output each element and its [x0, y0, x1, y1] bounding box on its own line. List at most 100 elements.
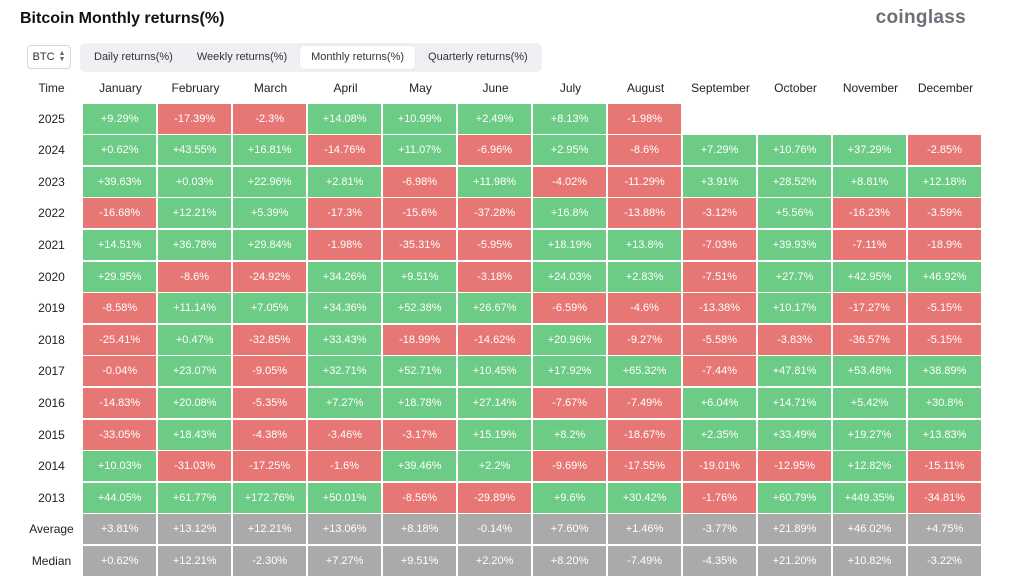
return-cell[interactable]: -15.6% — [382, 198, 457, 229]
return-cell[interactable]: +3.91% — [682, 166, 757, 197]
return-cell[interactable]: -11.29% — [607, 166, 682, 197]
return-cell[interactable]: -3.12% — [682, 198, 757, 229]
return-cell[interactable]: +5.39% — [232, 198, 307, 229]
return-cell[interactable]: -13.38% — [682, 293, 757, 324]
return-cell[interactable]: -8.56% — [382, 482, 457, 513]
return-cell[interactable]: +18.78% — [382, 387, 457, 418]
return-cell[interactable]: -19.01% — [682, 451, 757, 482]
return-cell[interactable]: +12.21% — [232, 514, 307, 545]
return-cell[interactable]: +16.81% — [232, 135, 307, 166]
return-cell[interactable]: +10.82% — [832, 545, 907, 576]
return-cell[interactable]: -1.6% — [307, 451, 382, 482]
return-cell[interactable]: -3.46% — [307, 419, 382, 450]
return-cell[interactable]: +22.96% — [232, 166, 307, 197]
return-cell[interactable]: -5.58% — [682, 324, 757, 355]
return-cell[interactable]: -17.3% — [307, 198, 382, 229]
return-cell[interactable]: -9.27% — [607, 324, 682, 355]
return-cell[interactable]: -1.98% — [607, 103, 682, 134]
return-cell[interactable]: +9.51% — [382, 545, 457, 576]
return-cell[interactable]: -13.88% — [607, 198, 682, 229]
return-cell[interactable]: +7.27% — [307, 387, 382, 418]
tab-quarterly-returns[interactable]: Quarterly returns(%) — [428, 51, 528, 63]
return-cell[interactable]: +13.8% — [607, 229, 682, 260]
return-cell[interactable]: -8.58% — [83, 293, 157, 324]
return-cell[interactable]: +11.14% — [157, 293, 232, 324]
return-cell[interactable]: +32.71% — [307, 356, 382, 387]
return-cell[interactable]: +449.35% — [832, 482, 907, 513]
return-cell[interactable]: -1.98% — [307, 229, 382, 260]
coin-select[interactable]: BTC ▲ ▼ — [27, 45, 71, 69]
return-cell[interactable]: +13.12% — [157, 514, 232, 545]
return-cell[interactable]: +8.2% — [532, 419, 607, 450]
return-cell[interactable]: +13.06% — [307, 514, 382, 545]
return-cell[interactable]: +12.18% — [907, 166, 982, 197]
return-cell[interactable]: -4.35% — [682, 545, 757, 576]
return-cell[interactable]: -3.18% — [457, 261, 532, 292]
return-cell[interactable]: +7.60% — [532, 514, 607, 545]
return-cell[interactable]: +20.96% — [532, 324, 607, 355]
return-cell[interactable]: +24.03% — [532, 261, 607, 292]
return-cell[interactable]: +8.81% — [832, 166, 907, 197]
return-cell[interactable]: -3.17% — [382, 419, 457, 450]
return-cell[interactable]: +7.29% — [682, 135, 757, 166]
return-cell[interactable]: -37.28% — [457, 198, 532, 229]
return-cell[interactable]: -3.77% — [682, 514, 757, 545]
return-cell[interactable]: +50.01% — [307, 482, 382, 513]
return-cell[interactable]: +2.83% — [607, 261, 682, 292]
return-cell[interactable]: -7.44% — [682, 356, 757, 387]
return-cell[interactable]: +39.46% — [382, 451, 457, 482]
return-cell[interactable]: -33.05% — [83, 419, 157, 450]
return-cell[interactable]: -17.27% — [832, 293, 907, 324]
return-cell[interactable]: +39.93% — [757, 229, 832, 260]
return-cell[interactable]: +10.45% — [457, 356, 532, 387]
return-cell[interactable]: -0.04% — [83, 356, 157, 387]
return-cell[interactable]: -35.31% — [382, 229, 457, 260]
return-cell[interactable]: +23.07% — [157, 356, 232, 387]
return-cell[interactable]: +14.71% — [757, 387, 832, 418]
return-cell[interactable]: -16.68% — [83, 198, 157, 229]
return-cell[interactable]: +12.82% — [832, 451, 907, 482]
return-cell[interactable]: +20.08% — [157, 387, 232, 418]
return-cell[interactable]: -5.15% — [907, 324, 982, 355]
return-cell[interactable]: +16.8% — [532, 198, 607, 229]
return-cell[interactable]: -31.03% — [157, 451, 232, 482]
return-cell[interactable]: -8.6% — [607, 135, 682, 166]
return-cell[interactable]: -7.11% — [832, 229, 907, 260]
return-cell[interactable]: +39.63% — [83, 166, 157, 197]
return-cell[interactable]: +33.43% — [307, 324, 382, 355]
return-cell[interactable]: -6.98% — [382, 166, 457, 197]
return-cell[interactable]: +18.43% — [157, 419, 232, 450]
return-cell[interactable]: -7.51% — [682, 261, 757, 292]
return-cell[interactable]: -3.22% — [907, 545, 982, 576]
return-cell[interactable]: +4.75% — [907, 514, 982, 545]
return-cell[interactable]: +36.78% — [157, 229, 232, 260]
return-cell[interactable]: +38.89% — [907, 356, 982, 387]
return-cell[interactable]: -8.6% — [157, 261, 232, 292]
return-cell[interactable]: +61.77% — [157, 482, 232, 513]
return-cell[interactable]: +46.92% — [907, 261, 982, 292]
return-cell[interactable]: -12.95% — [757, 451, 832, 482]
return-cell[interactable]: +3.81% — [83, 514, 157, 545]
return-cell[interactable]: +52.71% — [382, 356, 457, 387]
return-cell[interactable]: +0.03% — [157, 166, 232, 197]
return-cell[interactable]: +27.7% — [757, 261, 832, 292]
return-cell[interactable]: +8.20% — [532, 545, 607, 576]
return-cell[interactable]: -29.89% — [457, 482, 532, 513]
return-cell[interactable]: +1.46% — [607, 514, 682, 545]
return-cell[interactable]: +2.95% — [532, 135, 607, 166]
return-cell[interactable]: -6.96% — [457, 135, 532, 166]
return-cell[interactable]: -24.92% — [232, 261, 307, 292]
return-cell[interactable]: +12.21% — [157, 198, 232, 229]
return-cell[interactable]: +46.02% — [832, 514, 907, 545]
tab-daily-returns[interactable]: Daily returns(%) — [94, 51, 173, 63]
return-cell[interactable]: +17.92% — [532, 356, 607, 387]
return-cell[interactable]: +60.79% — [757, 482, 832, 513]
return-cell[interactable]: +2.49% — [457, 103, 532, 134]
return-cell[interactable]: -18.67% — [607, 419, 682, 450]
return-cell[interactable]: +34.36% — [307, 293, 382, 324]
return-cell[interactable]: +2.35% — [682, 419, 757, 450]
return-cell[interactable]: +172.76% — [232, 482, 307, 513]
return-cell[interactable]: -9.69% — [532, 451, 607, 482]
return-cell[interactable]: -0.14% — [457, 514, 532, 545]
return-cell[interactable]: +28.52% — [757, 166, 832, 197]
